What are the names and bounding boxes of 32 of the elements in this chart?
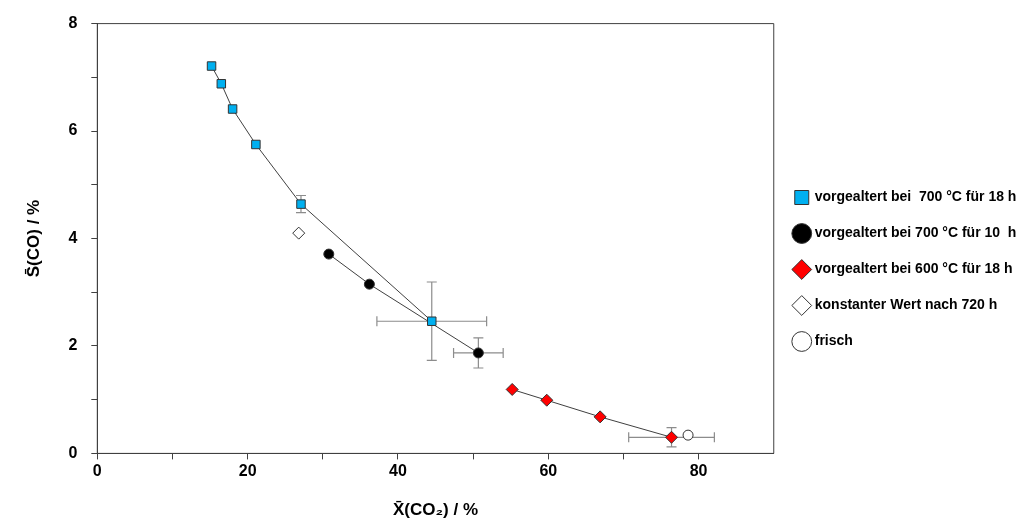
point xyxy=(206,61,217,71)
x-tick-label: 20 xyxy=(238,462,257,480)
y-axis-title: S̄(CO) / % xyxy=(23,199,43,278)
y-tick-label: 6 xyxy=(68,121,78,139)
point xyxy=(505,382,519,396)
point xyxy=(292,226,306,240)
legend-label: frisch xyxy=(814,332,853,349)
point xyxy=(216,79,227,89)
point xyxy=(665,430,679,444)
point xyxy=(323,248,335,260)
y-tick-label: 2 xyxy=(68,336,78,354)
point xyxy=(296,199,306,209)
point xyxy=(472,347,484,359)
point xyxy=(363,278,375,290)
x-axis-title: X̄(CO₂) / % xyxy=(393,500,479,520)
legend-label: vorgealtert bei 700 °C für 18 h xyxy=(814,188,1017,205)
y-tick-label: 8 xyxy=(68,14,78,32)
point xyxy=(593,410,607,424)
point xyxy=(540,393,554,407)
x-tick-label: 40 xyxy=(389,462,407,480)
legend-label: vorgealtert bei 600 °C für 18 h xyxy=(814,260,1013,277)
point xyxy=(427,316,437,326)
legend-label: konstanter Wert nach 720 h xyxy=(814,296,998,313)
point xyxy=(682,429,694,441)
point xyxy=(251,139,261,150)
legend-label: vorgealtert bei 700 °C für 10 h xyxy=(814,224,1017,241)
point xyxy=(227,104,238,114)
x-tick-label: 0 xyxy=(92,462,102,480)
y-tick-label: 4 xyxy=(68,228,78,246)
x-tick-label: 60 xyxy=(539,462,558,480)
x-tick-label: 80 xyxy=(689,462,708,480)
y-tick-label: 0 xyxy=(68,443,78,461)
